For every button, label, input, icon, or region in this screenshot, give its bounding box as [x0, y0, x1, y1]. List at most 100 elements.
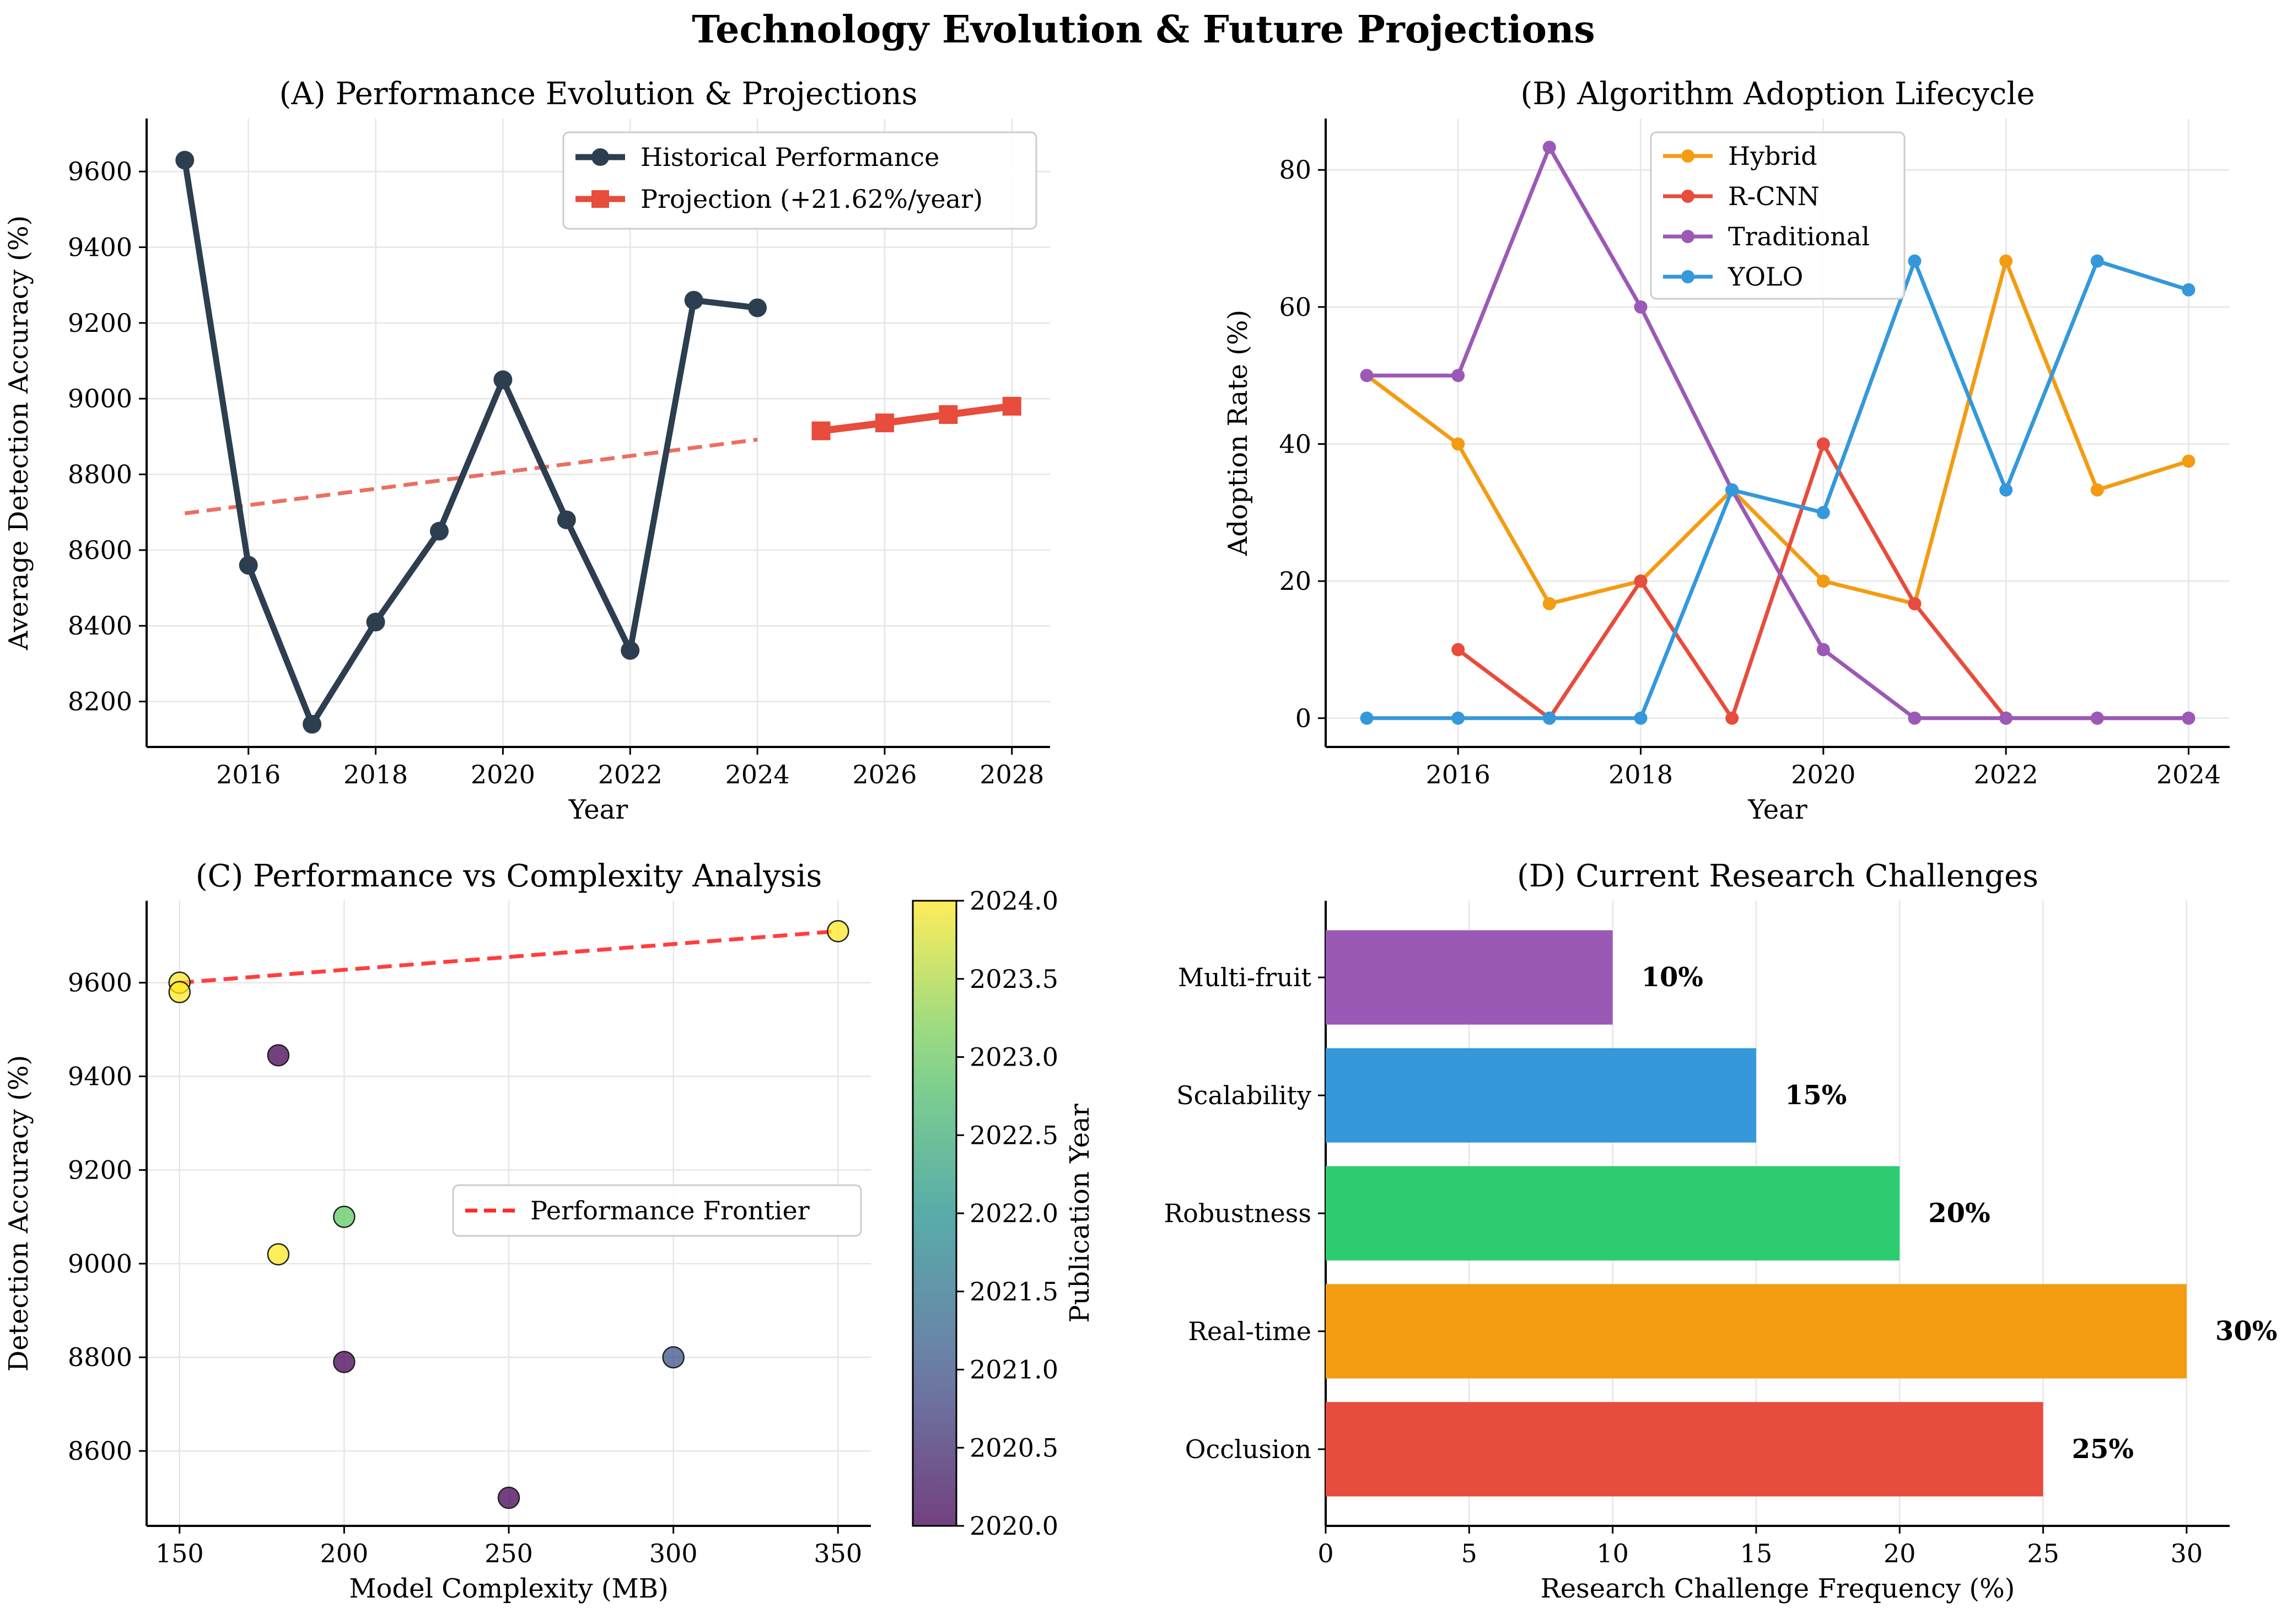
panel-title: (C) Performance vs Complexity Analysis [196, 858, 822, 894]
x-tick-label: 2016 [216, 760, 281, 789]
panel-d: 0 5 10 15 20 25 30 (D) Current Research Challen… [1164, 858, 2277, 1604]
x-tick-label: 350 [814, 1539, 862, 1568]
x-tick-label: 250 [485, 1539, 533, 1568]
colorbar [912, 900, 957, 1527]
legend-label: Performance Frontier [530, 1196, 810, 1225]
yolo-point [1908, 254, 1922, 268]
x-tick-label: 5 [1461, 1539, 1477, 1568]
colorbar-tick-label: 2021.0 [970, 1355, 1058, 1385]
r-cnn-point [1451, 643, 1465, 657]
colorbar-label: Publication Year [1064, 1104, 1095, 1322]
bar [1326, 1402, 2043, 1497]
colorbar-tick-label: 2023.5 [970, 964, 1058, 994]
scatter-point [267, 1243, 290, 1266]
historical-point [557, 510, 576, 529]
y-tick-label: 40 [1279, 429, 1311, 459]
x-tick-label: 2018 [343, 760, 408, 789]
scatter-point [333, 1351, 356, 1373]
legend-label: Hybrid [1728, 141, 1817, 171]
y-tick-label: Robustness [1164, 1198, 1311, 1228]
r-cnn-point [1634, 574, 1648, 588]
panel-title: (A) Performance Evolution & Projections [279, 76, 918, 112]
colorbar-tick-label: 2020.5 [970, 1433, 1058, 1462]
y-tick-label: 80 [1279, 155, 1311, 185]
x-tick-label: 25 [2027, 1539, 2059, 1568]
traditional-line [1365, 145, 2191, 720]
hybrid-point [1816, 574, 1830, 588]
projection-point [811, 421, 831, 440]
legend-box [1650, 131, 1906, 300]
hybrid-point [1999, 254, 2013, 268]
legend-label: YOLO [1728, 262, 1803, 292]
y-tick-label: Scalability [1176, 1080, 1311, 1110]
projection-point [1002, 396, 1021, 416]
legend-swatch-marker [1681, 149, 1694, 163]
y-tick-label: 9600 [68, 968, 132, 998]
panel-c: 150 200 250 300 350 8600 8800 9000 9200 9400 9600 (… [3, 858, 1095, 1604]
historical-point [303, 714, 322, 734]
panel-title: (B) Algorithm Adoption Lifecycle [1521, 76, 2035, 112]
y-tick-label: 20 [1279, 566, 1311, 596]
projection-point [875, 413, 894, 433]
x-tick-label: 10 [1596, 1539, 1629, 1568]
hybrid-point [1451, 437, 1465, 451]
historical-point [684, 291, 703, 310]
x-tick-label: 2024 [2156, 760, 2221, 789]
y-tick-label: 0 [1295, 703, 1311, 733]
legend-label: Traditional [1728, 222, 1870, 251]
historical-point [175, 150, 195, 170]
yolo-point [1542, 711, 1556, 725]
historical-point [366, 612, 385, 632]
r-cnn-point [1816, 437, 1830, 451]
y-tick-label: Multi-fruit [1178, 962, 1312, 992]
y-tick-label: 9400 [68, 1062, 132, 1091]
legend-swatch-marker [591, 190, 609, 208]
hybrid-point [1542, 597, 1556, 611]
r-cnn-point [1725, 711, 1739, 725]
x-tick-label: 200 [320, 1539, 368, 1568]
legend-swatch-marker [591, 148, 609, 166]
hybrid-line [1365, 259, 2191, 606]
bar [1326, 1284, 2187, 1379]
y-tick-label: 9200 [68, 1155, 132, 1185]
scatter-point [827, 919, 849, 943]
historical-point [748, 298, 767, 318]
figure-title: Technology Evolution & Future Projection… [692, 8, 1595, 52]
r-cnn-point [1908, 597, 1922, 611]
legend-swatch-marker [1681, 230, 1694, 243]
x-tick-label: 2022 [598, 760, 663, 789]
colorbar-tick-label: 2022.5 [970, 1120, 1058, 1150]
y-axis-label: Adoption Rate (%) [1223, 310, 1253, 557]
traditional-point [1908, 711, 1922, 725]
legend-swatch-marker [1681, 190, 1694, 203]
x-tick-label: 2020 [1791, 760, 1855, 789]
yolo-point [1725, 483, 1739, 497]
scatter-point [497, 1486, 520, 1509]
scatter-point [267, 1044, 290, 1067]
y-tick-label: 60 [1279, 292, 1311, 322]
x-tick-label: 2026 [852, 760, 917, 789]
traditional-point [1634, 300, 1648, 314]
yolo-point [2090, 254, 2104, 268]
traditional-point [1542, 141, 1556, 154]
traditional-point [1360, 369, 1374, 383]
bar-data-label: 25% [2072, 1434, 2134, 1465]
legend-swatch-marker [1681, 270, 1694, 283]
scatter-point [662, 1346, 685, 1369]
x-tick-label: 2018 [1608, 760, 1673, 789]
bar-data-label: 10% [1642, 962, 1703, 993]
traditional-point [1999, 711, 2013, 725]
bar [1326, 1166, 1900, 1261]
x-tick-label: 300 [649, 1539, 698, 1568]
x-axis-label: Year [568, 794, 628, 825]
yolo-point [1999, 483, 2013, 497]
x-tick-label: 0 [1317, 1539, 1333, 1568]
yolo-line [1365, 259, 2191, 720]
x-axis-label: Research Challenge Frequency (%) [1541, 1573, 2015, 1604]
y-axis-label: Average Detection Accuracy (%) [3, 216, 34, 651]
colorbar-tick-label: 2022.0 [970, 1198, 1058, 1228]
colorbar-tick-label: 2020.0 [970, 1511, 1058, 1541]
y-tick-label: 9200 [68, 308, 132, 338]
y-tick-label: Real-time [1188, 1316, 1311, 1346]
yolo-point [1816, 506, 1830, 519]
